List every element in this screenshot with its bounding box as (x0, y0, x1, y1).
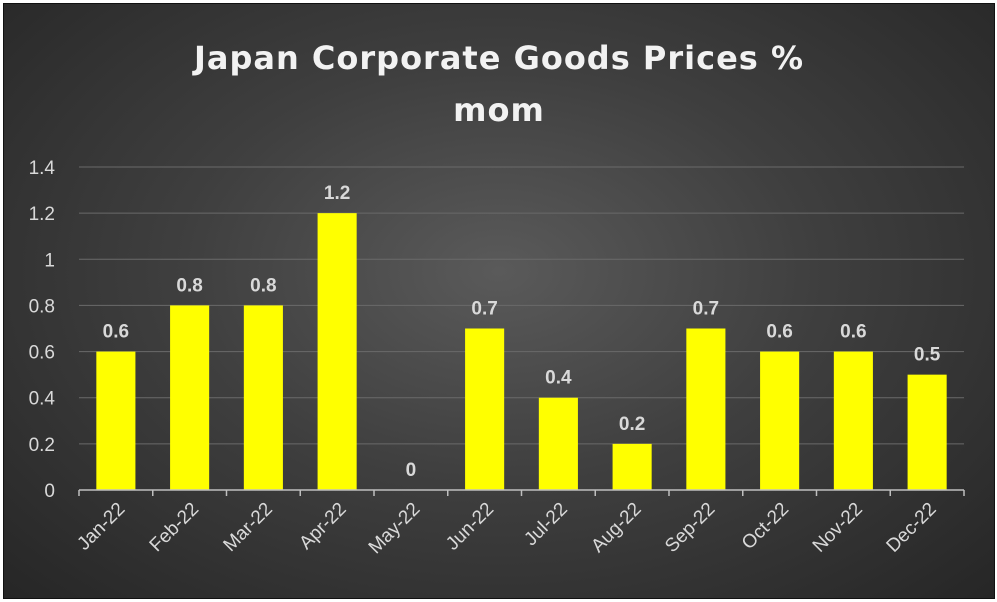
gridlines (79, 166, 964, 445)
x-tick-label: Jul-22 (520, 499, 571, 550)
x-tick-label: Nov-22 (809, 499, 867, 557)
data-label: 0.7 (471, 299, 497, 320)
x-tick-label: Jun-22 (442, 499, 498, 555)
y-tick-label: 0 (44, 481, 55, 502)
bar (760, 351, 800, 490)
bar (833, 351, 873, 490)
bar (907, 374, 947, 490)
data-label: 0.4 (545, 368, 572, 389)
x-tick-label: Apr-22 (295, 499, 350, 554)
bar (96, 351, 136, 490)
x-tick-label: Oct-22 (738, 499, 793, 554)
chart-area: Japan Corporate Goods Prices % mom 0 0.2 0… (3, 3, 995, 599)
bar (243, 305, 283, 490)
x-tick-label: Sep-22 (661, 499, 719, 557)
data-label: 0.6 (103, 322, 129, 343)
data-label: 0.2 (619, 414, 645, 435)
x-tick-label: Dec-22 (883, 499, 941, 557)
bar (612, 443, 652, 490)
chart-title: Japan Corporate Goods Prices % mom (4, 32, 994, 136)
data-label: 0.7 (693, 299, 719, 320)
data-label: 0.8 (250, 275, 276, 296)
data-label: 0.5 (914, 345, 941, 366)
y-tick-label: 1.2 (29, 204, 55, 225)
bar (686, 328, 726, 490)
x-tick-label: Feb-22 (146, 499, 203, 556)
data-label: 0.8 (176, 275, 202, 296)
y-tick-label: 0.8 (29, 296, 55, 317)
x-tick-label: Jan-22 (73, 499, 129, 555)
x-tick-label: Mar-22 (220, 499, 277, 556)
bar (465, 328, 505, 490)
bar (170, 305, 210, 490)
axes (78, 489, 965, 496)
data-label: 0.6 (840, 322, 866, 343)
x-tick-label: Aug-22 (587, 499, 645, 557)
x-tick-label: May-22 (365, 499, 425, 559)
bars (96, 213, 947, 490)
bar (538, 397, 578, 490)
data-label: 1.2 (324, 183, 350, 204)
chart-title-line-2: mom (453, 91, 545, 129)
y-tick-label: 0.2 (29, 435, 55, 456)
data-label: 0.6 (766, 322, 792, 343)
bar-chart: 0 0.2 0.4 0.6 0.8 1 1.2 1.4 0.6 Jan-22 0.8 Feb-22 0.… (29, 158, 965, 559)
y-tick-label: 1.4 (29, 158, 56, 179)
y-tick-label: 0.4 (29, 389, 56, 410)
bar (317, 213, 357, 490)
y-tick-label: 0.6 (29, 343, 55, 364)
data-label: 0 (406, 460, 417, 481)
y-tick-label: 1 (44, 250, 55, 271)
chart-title-line-1: Japan Corporate Goods Prices % (193, 39, 805, 77)
